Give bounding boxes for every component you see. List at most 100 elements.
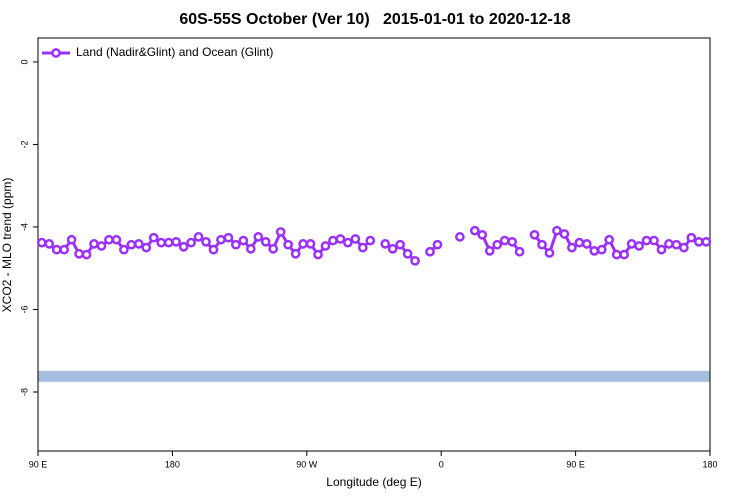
data-point [477,229,488,240]
data-point [514,246,525,257]
band [38,370,710,382]
data-point [343,237,353,248]
data-point [611,249,622,260]
data-point [156,237,167,248]
data-point [589,246,600,256]
data-point [357,242,368,253]
data-point [275,227,286,237]
data-point [656,244,667,255]
data-point [634,241,644,251]
data-point [581,239,592,249]
data-point [499,235,510,246]
data-point [260,236,271,247]
data-point [36,237,47,248]
data-point [365,235,376,246]
data-point [178,241,189,252]
data-point [455,232,465,242]
legend-label: Land (Nadir&Glint) and Ocean (Glint) [76,45,273,59]
data-point [544,248,555,258]
y-tick-label: -2 [19,140,29,148]
data-point [133,239,144,249]
data-point [679,242,689,253]
data-point [89,239,99,249]
x-tick-label: 180 [702,459,717,469]
data-point [245,243,256,254]
data-point [402,248,413,259]
data-point [335,234,346,244]
y-axis-label: XCO2 - MLO trend (ppm) [0,178,14,313]
data-point [492,239,503,250]
data-point [567,242,577,253]
data-point [193,232,204,242]
y-tick-label: 0 [19,59,29,64]
data-point [111,234,122,245]
data-point [216,234,226,245]
data-point [96,241,107,251]
data-point [208,244,219,255]
data-point [469,225,480,236]
y-tick-label: -8 [19,388,29,396]
data-point [596,244,607,255]
data-point [186,237,196,248]
data-point [231,239,241,250]
x-tick-label: 180 [165,459,180,469]
data-point [559,229,570,239]
data-point [66,234,77,245]
data-point [141,242,152,253]
data-point [649,235,659,246]
data-point [59,244,69,255]
data-point [574,237,585,248]
data-point [693,236,704,247]
data-point [283,239,293,250]
data-point [298,239,308,249]
legend-marker [51,48,61,58]
data-point [44,239,55,249]
data-point [626,239,637,249]
data-point [305,239,316,249]
data-point [380,239,391,249]
data-point [51,244,62,255]
data-point [387,243,398,254]
x-tick-label: 90 W [296,459,318,469]
data-point [552,225,562,236]
x-tick-label: 90 E [29,459,48,469]
data-point [328,235,338,246]
data-point [507,236,517,247]
data-point [410,255,420,266]
data-point [641,235,652,246]
data-point [163,237,174,248]
y-tick-label: -6 [19,305,29,313]
data-point [701,236,712,247]
data-point [268,243,279,254]
x-tick-label: 90 E [566,459,585,469]
data-point [529,229,540,240]
data-point [350,234,361,244]
data-point [104,234,114,245]
data-point [395,239,405,250]
chart-title: 60S-55S October (Ver 10) 2015-01-01 to 2… [179,11,570,28]
data-point [686,232,697,243]
data-point [253,232,264,242]
data-point [604,234,615,245]
data-point [119,244,129,255]
data-point [671,239,682,250]
data-point [484,246,495,256]
data-point [223,232,234,243]
data-point [81,249,92,260]
data-point [537,239,547,250]
data-point [148,232,159,243]
x-axis-label: Longitude (deg E) [326,475,421,489]
data-point [201,236,211,247]
data-point [171,236,181,247]
data-point [425,246,435,257]
data-point [290,248,301,259]
y-tick-label: -4 [19,223,29,231]
data-point [320,241,331,251]
data-point [74,248,84,259]
data-point [664,239,674,249]
data-point [619,249,629,260]
data-point [432,239,443,250]
data-point [126,239,137,250]
data-point [238,235,249,246]
